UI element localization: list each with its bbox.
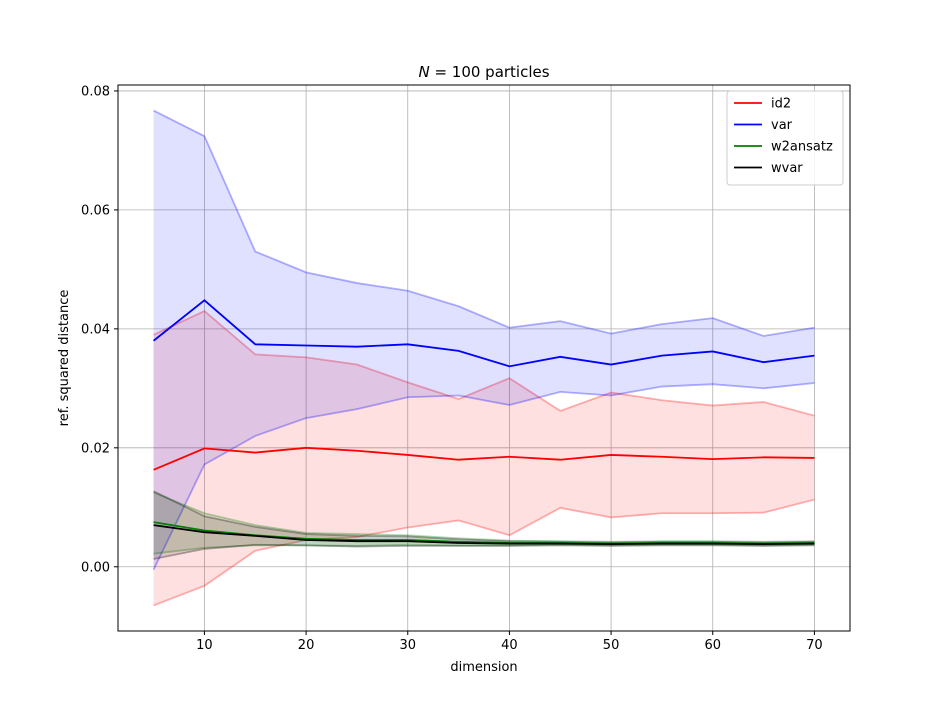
y-tick-label: 0.06 xyxy=(81,203,110,218)
y-tick-label: 0.00 xyxy=(81,560,110,575)
x-tick-label: 50 xyxy=(603,638,620,653)
band-lower-w2ansatz xyxy=(153,543,815,555)
band-wvar xyxy=(153,491,815,560)
y-axis-label: ref. squared distance xyxy=(57,290,72,427)
plot-frame xyxy=(117,84,851,632)
band-upper-w2ansatz xyxy=(153,491,815,543)
x-tick-label: 10 xyxy=(196,638,213,653)
legend-label-var: var xyxy=(771,118,793,133)
series-line-var xyxy=(153,299,815,368)
x-tick-label: 30 xyxy=(399,638,416,653)
series-line-wvar xyxy=(153,524,815,546)
tick-layer: 10 20 30 40 50 60 70 0.00 0.02 0.04 0.06 0.08 xyxy=(81,84,823,653)
chart-title: N = 100 particles xyxy=(418,63,549,81)
grid-layer xyxy=(118,85,850,631)
series-line-id2 xyxy=(153,446,815,471)
legend-label-id2: id2 xyxy=(771,97,791,112)
line-layer xyxy=(153,299,815,546)
y-tick-label: 0.02 xyxy=(81,441,110,456)
x-tick-label: 20 xyxy=(298,638,315,653)
x-axis-label: dimension xyxy=(450,660,517,675)
x-tick-label: 60 xyxy=(704,638,721,653)
legend-label-wvar: wvar xyxy=(771,161,803,176)
band-upper-id2 xyxy=(153,309,815,417)
y-tick-label: 0.08 xyxy=(81,84,110,99)
legend-box xyxy=(726,90,844,186)
band-lower-var xyxy=(152,382,815,571)
chart-title-variable: N xyxy=(418,63,429,81)
x-tick-label: 70 xyxy=(806,638,823,653)
band-lower-id2 xyxy=(153,498,815,607)
band-var xyxy=(153,110,815,570)
legend-label-w2ansatz: w2ansatz xyxy=(771,140,833,155)
y-tick-label: 0.04 xyxy=(81,322,110,337)
band-lower-wvar xyxy=(153,543,815,560)
band-upper-var xyxy=(153,109,815,337)
legend: id2 var w2ansatz wvar xyxy=(726,90,844,186)
band-upper-wvar xyxy=(153,490,815,544)
x-tick-label: 40 xyxy=(501,638,518,653)
chart-title-rest: = 100 particles xyxy=(430,63,550,81)
